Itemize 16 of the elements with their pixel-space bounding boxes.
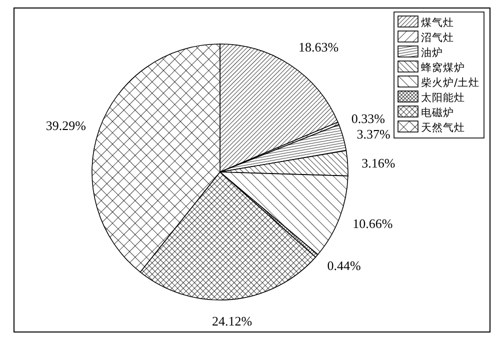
- legend-label: 柴火炉/土灶: [421, 76, 480, 89]
- legend-label: 蜂窝煤炉: [421, 61, 465, 74]
- data-label: 0.33%: [351, 111, 386, 126]
- data-label: 0.44%: [327, 258, 362, 274]
- legend-label: 天然气灶: [421, 122, 465, 134]
- legend-label: 电磁炉: [421, 106, 454, 119]
- legend-label: 油炉: [421, 46, 443, 59]
- data-label: 3.16%: [362, 155, 396, 170]
- data-label: 24.12%: [212, 313, 252, 328]
- legend-label: 沼气灶: [421, 32, 454, 44]
- data-label: 3.37%: [356, 126, 390, 142]
- legend-label: 煤气灶: [421, 17, 454, 29]
- data-label: 10.66%: [352, 216, 393, 231]
- data-label: 39.29%: [46, 118, 86, 134]
- data-label: 18.63%: [298, 40, 339, 55]
- legend-label: 太阳能灶: [421, 91, 465, 104]
